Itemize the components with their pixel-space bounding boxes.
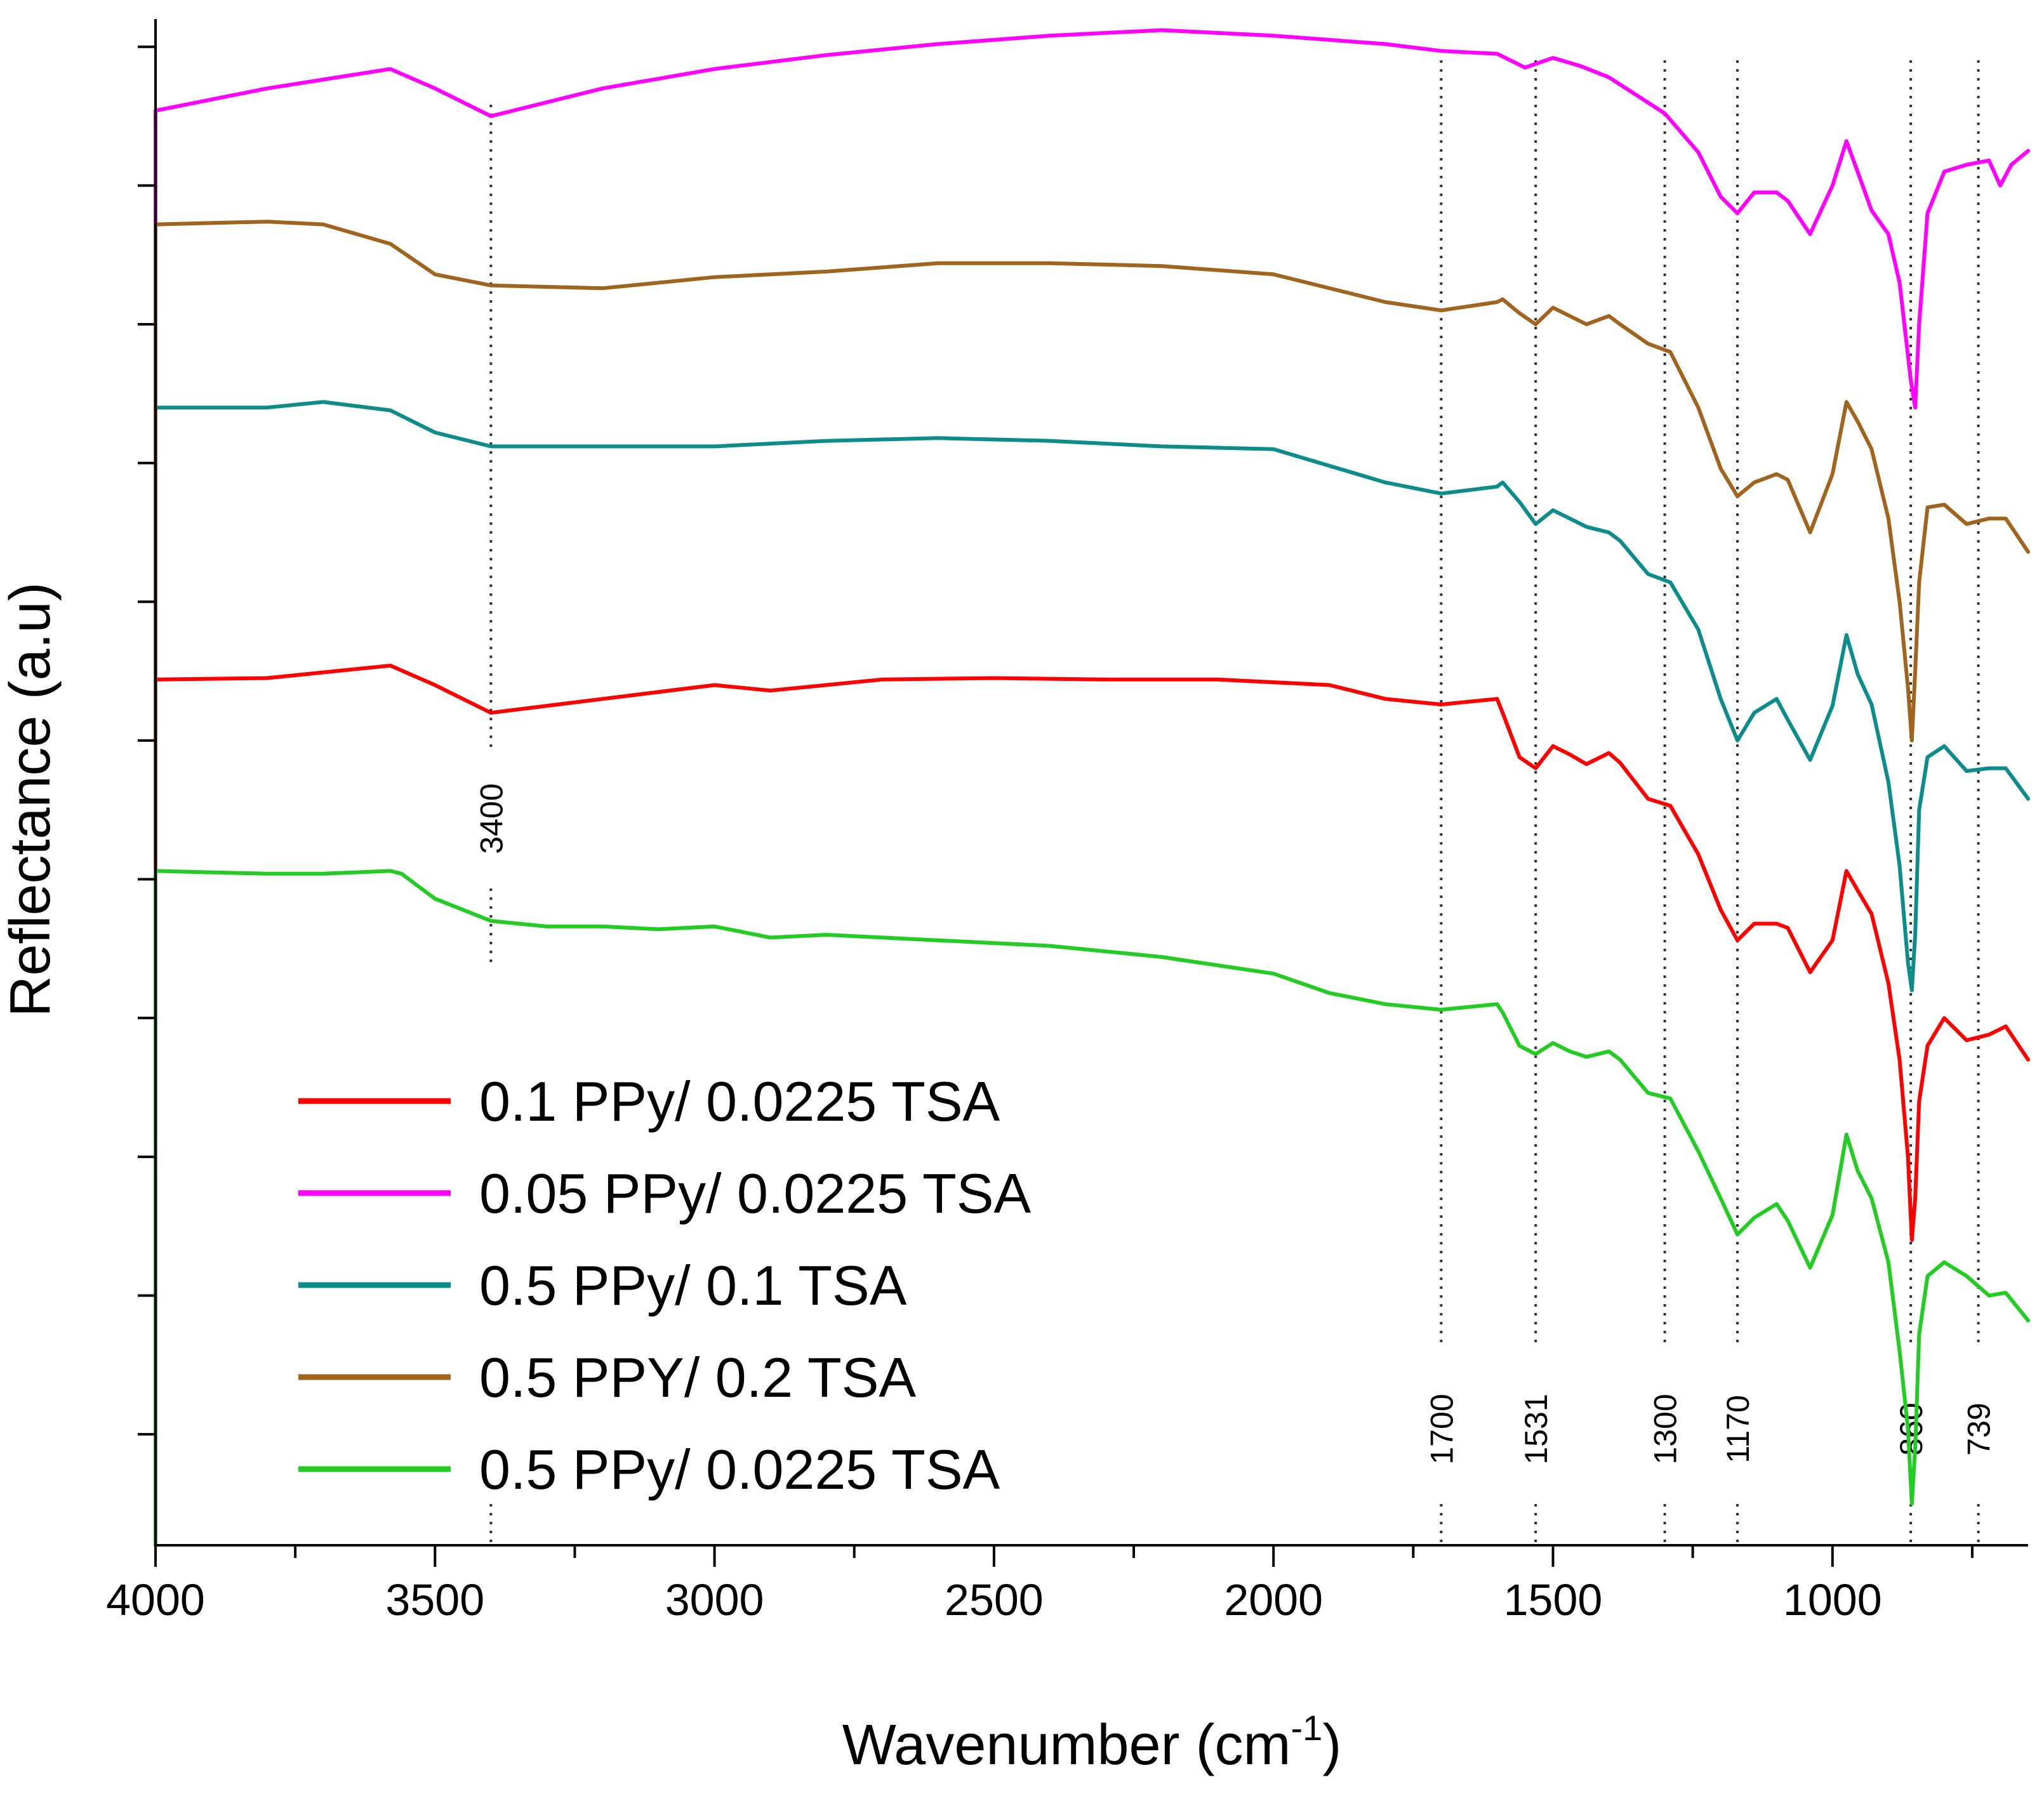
series-line <box>154 663 2030 1547</box>
x-tick-label: 2000 <box>1224 1575 1323 1625</box>
x-tick-label: 1500 <box>1504 1575 1603 1625</box>
legend-label: 0.05 PPy/ 0.0225 TSA <box>479 1162 1031 1225</box>
x-tick-label: 4000 <box>106 1575 205 1625</box>
series-line <box>154 28 2030 1547</box>
x-axis-title-superscript: -1 <box>1291 1708 1323 1748</box>
axes <box>154 19 2028 1547</box>
annotation-label: 1700 <box>1424 1394 1459 1464</box>
series-line <box>154 869 2030 1547</box>
peak-annotations: 3400 1700 1531 1300 1170 860 739 <box>474 60 1997 1545</box>
y-axis-ticks <box>138 45 156 1436</box>
series-line <box>154 400 2030 1547</box>
legend-label: 0.5 PPy/ 0.1 TSA <box>479 1254 907 1317</box>
x-tick-label: 3500 <box>385 1575 484 1625</box>
annotation-label: 3400 <box>474 783 509 854</box>
x-tick-label: 2500 <box>945 1575 1044 1625</box>
annotation-label: 1531 <box>1518 1394 1554 1464</box>
annotation-label: 1170 <box>1720 1395 1756 1463</box>
legend-label: 0.5 PPy/ 0.0225 TSA <box>479 1438 1000 1501</box>
x-axis-ticks: 4000 3500 3000 2500 2000 1500 1000 <box>106 1545 1974 1625</box>
series-lines <box>154 28 2030 1547</box>
x-axis-title: Wavenumber (cm-1) <box>842 1708 1342 1777</box>
legend: 0.1 PPy/ 0.0225 TSA 0.05 PPy/ 0.0225 TSA 0… <box>298 1070 1031 1501</box>
legend-label: 0.1 PPy/ 0.0225 TSA <box>479 1070 1000 1133</box>
y-axis-title: Reflectance (a.u) <box>0 582 62 1017</box>
x-tick-label: 1000 <box>1783 1575 1882 1625</box>
x-axis-title-main: Wavenumber (cm <box>842 1713 1291 1777</box>
x-tick-label: 3000 <box>665 1575 764 1625</box>
annotation-label: 739 <box>1961 1402 1997 1455</box>
legend-label: 0.5 PPY/ 0.2 TSA <box>479 1346 916 1409</box>
series-line <box>154 220 2030 1547</box>
annotation-label: 860 <box>1894 1402 1929 1455</box>
annotation-label: 1300 <box>1648 1394 1683 1464</box>
x-axis-title-suffix: ) <box>1322 1713 1341 1777</box>
